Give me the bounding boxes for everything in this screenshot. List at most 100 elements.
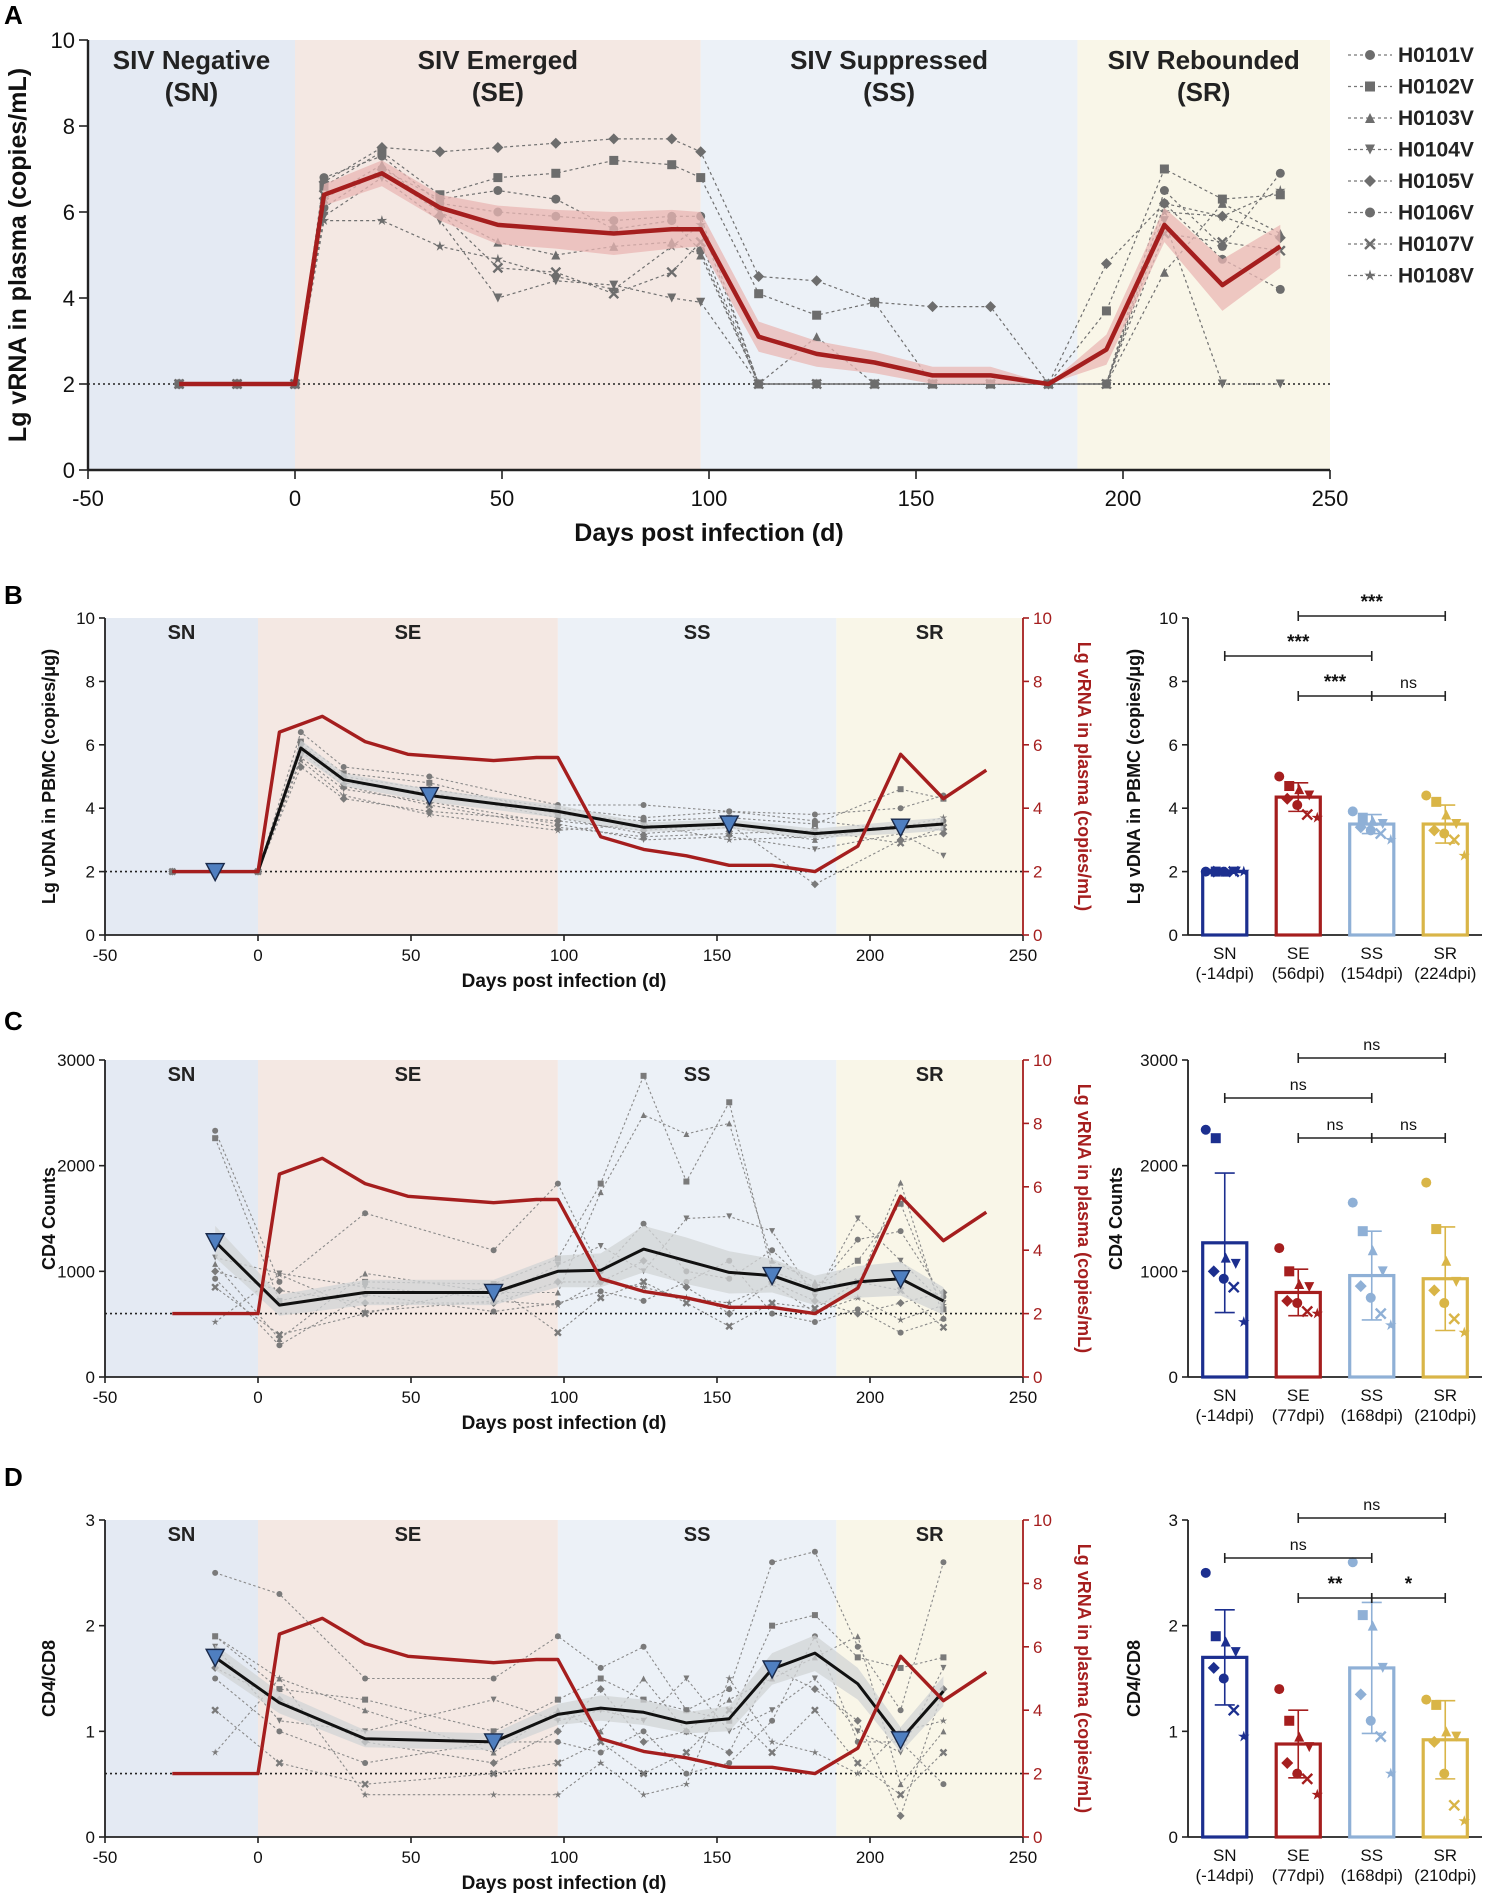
individual-point [490,1247,497,1254]
individual-point [362,1270,369,1277]
individual-point [554,1289,561,1296]
individual-point [1275,284,1285,294]
mean-line [179,171,1282,387]
individual-point [726,1760,733,1767]
individual-point [768,1299,776,1307]
x-tick-label: 0 [253,1848,262,1867]
individual-point [769,1228,776,1235]
individual-point [609,155,619,165]
y2-axis-label: Lg vRNA in plasma (copies/mL) [1074,1084,1094,1353]
y2-tick-label: 6 [1033,1638,1042,1657]
x-tick-label: 50 [490,486,514,511]
individual-point [769,1559,776,1566]
individual-point [897,1664,904,1671]
category-label: SN [1213,1846,1237,1865]
data-point [1439,828,1450,839]
legend-marker [1365,81,1375,92]
y-tick-label: 10 [1159,609,1178,628]
y-tick-label: 8 [1169,672,1178,691]
individual-point [490,1728,497,1735]
timepoint-marker [483,1283,504,1303]
x-tick-label: -50 [93,1388,118,1407]
legend-marker [1364,269,1376,281]
data-point [1431,796,1442,807]
significance-label: *** [1361,592,1384,613]
data-point [1274,771,1285,782]
individual-point [554,1633,561,1640]
panel-letter-a: A [4,0,23,30]
legend-label: H0104V [1398,139,1474,162]
data-point [1200,1567,1211,1578]
data-point [1227,1704,1240,1717]
y-tick-label: 3000 [57,1051,95,1070]
individual-point [1275,190,1285,200]
data-point [1377,1266,1388,1277]
y-tick-label: 0 [86,1828,95,1847]
individual-point [768,1748,776,1757]
x-tick-label: 250 [1009,1388,1037,1407]
data-point [1207,1661,1220,1674]
individual-point [426,773,433,780]
panel-d-bar-chart: 0 1 2 3 CD4/CD8 SN(-14dpi) SE(77dpi) SS(168dpi)… [1124,1497,1482,1885]
y-tick-label: 1 [86,1722,95,1741]
x-tick-label: 150 [898,486,935,511]
individual-point [362,1696,369,1703]
individual-point [726,808,733,815]
individual-point [812,332,822,342]
data-point [1448,1313,1461,1325]
individual-point [597,1288,604,1295]
individual-point [726,1696,733,1703]
individual-point [640,1072,647,1079]
y-axis-label: Lg vDNA in PBMC (copies/μg) [39,649,59,904]
x-tick-label: 200 [856,1388,884,1407]
y-tick-label: 10 [51,28,75,53]
x-axis-label: Days post infection (d) [574,519,843,547]
individual-point [361,1307,369,1315]
x-tick-label: 100 [691,486,728,511]
phase-label: SIV Emerged [418,45,578,75]
individual-trace [172,756,944,873]
timepoint-marker [483,1733,504,1753]
data-point [1281,792,1294,805]
individual-point [811,275,823,287]
individual-point [596,1685,605,1694]
legend-label: H0108V [1398,265,1474,288]
individual-point [554,826,562,834]
individual-point [493,173,503,183]
individual-point [426,779,433,786]
data-point [1294,784,1305,795]
individual-point [896,1315,905,1324]
individual-point [1101,378,1112,389]
individual-point [854,1215,861,1222]
bar [1274,795,1322,937]
x-tick-label: -50 [93,1848,118,1867]
individual-point [896,1811,905,1820]
y-tick-label: 6 [1169,736,1178,755]
individual-point [376,142,388,153]
individual-trace [172,731,944,873]
y-axis-label: CD4/CD8 [39,1640,59,1717]
individual-point [212,1260,219,1267]
individual-point [425,810,434,818]
mean-ci-band [179,160,1281,384]
individual-point [362,1760,369,1767]
data-point [1374,1307,1387,1320]
y-tick-label: 0 [63,458,75,483]
individual-point [811,1706,819,1715]
x-tick-label: 250 [1009,1848,1037,1867]
significance-label: ns [1400,675,1417,692]
individual-point [212,1275,219,1282]
y-tick-label: 8 [86,672,95,691]
individual-point [211,1318,219,1326]
individual-point [639,1790,648,1798]
timepoint-marker [890,818,911,838]
legend-label: H0103V [1398,107,1474,130]
y-tick-label: 0 [1169,926,1178,945]
individual-point [939,1716,948,1724]
individual-point [276,1717,283,1724]
individual-point [492,253,504,264]
individual-point [896,1299,905,1308]
individual-point [1159,198,1169,208]
individual-point [553,1727,562,1736]
individual-point [853,1716,862,1725]
